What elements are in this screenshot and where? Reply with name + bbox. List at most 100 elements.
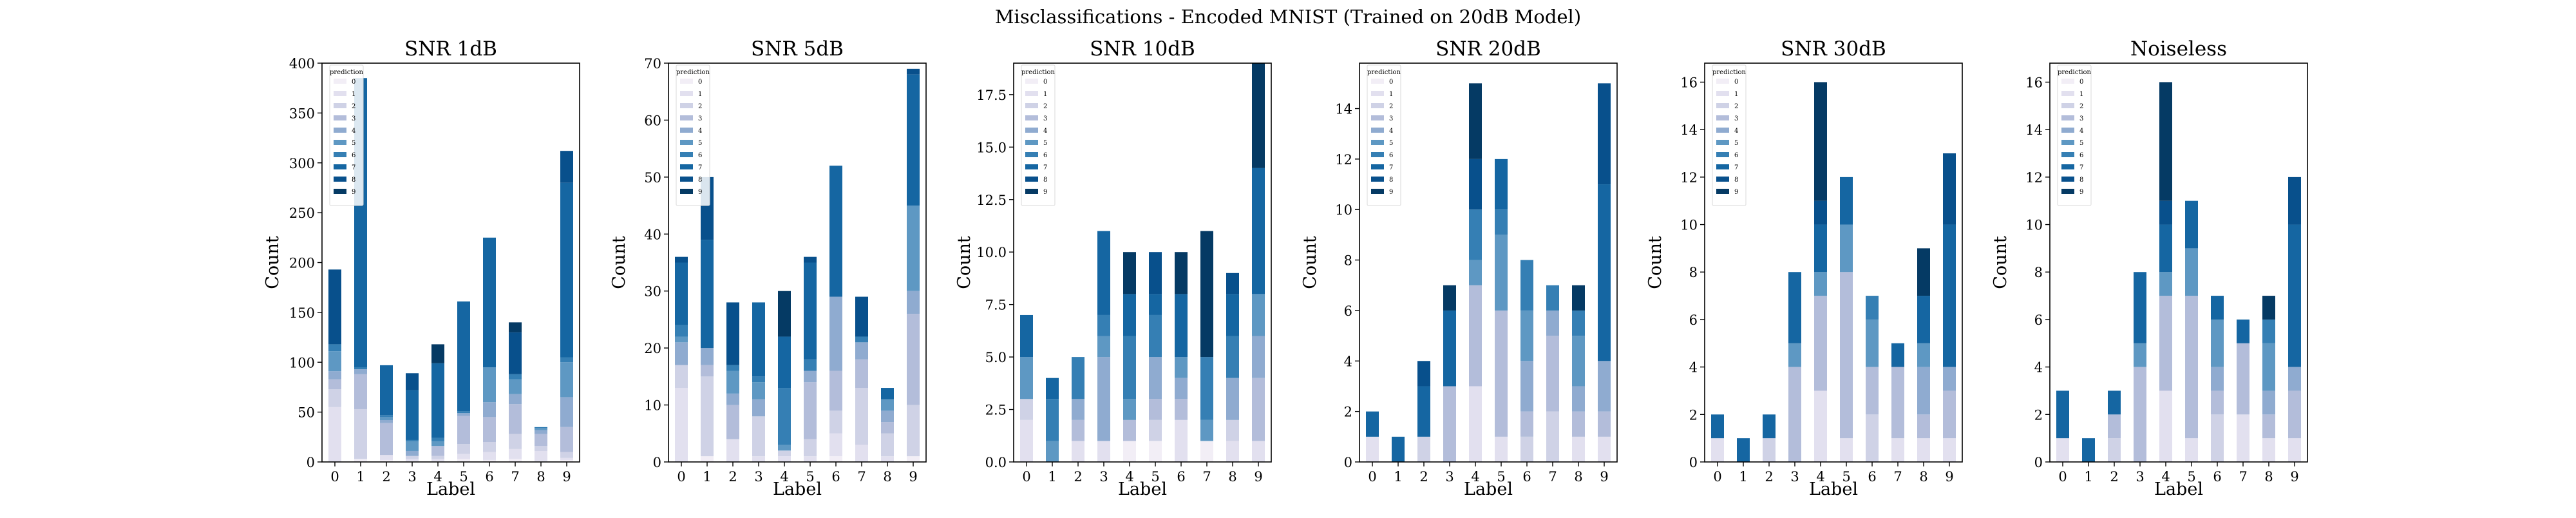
bar-segment — [1175, 357, 1188, 378]
bar-segment — [457, 416, 470, 445]
bar-segment — [675, 262, 688, 325]
bar-segment — [483, 459, 496, 462]
legend-swatch — [1025, 79, 1038, 84]
x-tick-label: 6 — [831, 469, 840, 484]
bar-segment — [1763, 438, 1776, 462]
x-tick-label: 3 — [1099, 469, 1108, 484]
bar-segment — [535, 446, 547, 451]
legend-label: 3 — [1389, 115, 1393, 122]
legend-label: 7 — [698, 164, 702, 171]
bar-segment — [726, 405, 739, 439]
bar-segment — [1598, 184, 1611, 361]
bar-segment — [1226, 419, 1239, 441]
bar-segment — [1252, 63, 1265, 168]
bar-segment — [457, 459, 470, 462]
bar-segment — [2211, 390, 2224, 415]
x-tick-label: 5 — [1151, 469, 1159, 484]
bar-segment — [752, 376, 765, 383]
bar-segment — [1814, 296, 1827, 391]
legend-box — [1367, 64, 1401, 206]
bar-segment — [457, 454, 470, 459]
bar-segment — [1917, 248, 1930, 296]
bar-segment — [829, 166, 842, 297]
bar-segment — [380, 423, 393, 456]
bar-segment — [1469, 83, 1482, 159]
bar-segment — [2159, 296, 2172, 391]
bar-segment — [509, 322, 522, 332]
y-tick-label: 30 — [644, 284, 661, 300]
bar-segment — [1917, 296, 1930, 343]
y-tick-label: 15.0 — [976, 140, 1007, 155]
bar-segment — [907, 291, 920, 314]
bar-segment — [804, 456, 817, 462]
bar-segment — [328, 344, 341, 352]
x-tick-label: 8 — [1228, 469, 1236, 484]
y-tick-label: 0 — [307, 455, 315, 470]
bar-segment — [1392, 436, 1405, 462]
x-tick-label: 9 — [909, 469, 917, 484]
bar-segment — [560, 397, 573, 427]
legend-title: prediction — [676, 69, 710, 76]
chart-title: SNR 30dB — [1781, 37, 1886, 61]
legend-label: 8 — [698, 177, 702, 184]
bar-segment — [509, 374, 522, 379]
bar-segment — [1495, 436, 1508, 462]
legend-title: prediction — [1367, 69, 1401, 76]
bar-segment — [907, 74, 920, 206]
bar-segment — [752, 456, 765, 462]
bar-segment — [1149, 399, 1162, 420]
legend-label: 5 — [2079, 140, 2083, 147]
bar-segment — [1072, 357, 1084, 399]
bar-segment — [1072, 419, 1084, 441]
legend: prediction 0 1 2 3 4 5 6 7 8 9 — [329, 64, 364, 206]
x-tick-label: 2 — [382, 469, 390, 484]
bar-segment — [431, 446, 444, 456]
y-tick-label: 16 — [2025, 75, 2043, 90]
x-axis-label: Label — [773, 479, 822, 499]
bar-segment — [1572, 411, 1585, 437]
bar-segment — [2159, 272, 2172, 296]
bar-segment — [1020, 357, 1033, 399]
legend-swatch — [680, 79, 693, 84]
y-tick-label: 50 — [644, 170, 661, 186]
legend-swatch — [2061, 79, 2074, 84]
bar-segment — [560, 151, 573, 183]
x-tick-label: 7 — [1202, 469, 1211, 484]
bar-segment — [2185, 248, 2198, 296]
x-tick-label: 9 — [1600, 469, 1608, 484]
chart-title: SNR 10dB — [1090, 37, 1195, 61]
bar-segment — [328, 379, 341, 390]
legend-label: 3 — [352, 115, 355, 122]
legend-label: 0 — [698, 79, 702, 86]
bar-segment — [560, 452, 573, 458]
bar-segment — [1917, 414, 1930, 439]
y-tick-label: 8 — [1689, 265, 1698, 280]
bar-segment — [509, 434, 522, 449]
bar-segment — [1149, 252, 1162, 294]
legend-label: 1 — [1043, 91, 1047, 98]
bar-segment — [1020, 314, 1033, 358]
legend-swatch — [334, 103, 346, 108]
bar-segment — [1917, 343, 1930, 367]
bar-segment — [380, 459, 393, 462]
bar-segment — [2211, 367, 2224, 391]
y-axis-label: Count — [609, 236, 629, 289]
legend-label: 6 — [1043, 152, 1047, 159]
bar-segment — [354, 369, 367, 374]
bar-segment — [354, 459, 367, 462]
legend-label: 3 — [698, 115, 702, 122]
bar-segment — [1943, 367, 1956, 391]
y-tick-label: 100 — [289, 355, 315, 370]
bar-segment — [560, 357, 573, 363]
y-tick-label: 17.5 — [976, 88, 1007, 103]
bar-segment — [726, 302, 739, 365]
bar-segment — [1175, 378, 1188, 399]
x-axis-label: Label — [2154, 479, 2203, 499]
bar-segment — [2288, 177, 2301, 225]
legend-swatch — [2061, 140, 2074, 145]
bar-segment — [509, 332, 522, 374]
legend-label: 6 — [1389, 152, 1393, 159]
bar-segment — [675, 336, 688, 343]
figure-suptitle: Misclassifications - Encoded MNIST (Trai… — [995, 6, 1581, 28]
